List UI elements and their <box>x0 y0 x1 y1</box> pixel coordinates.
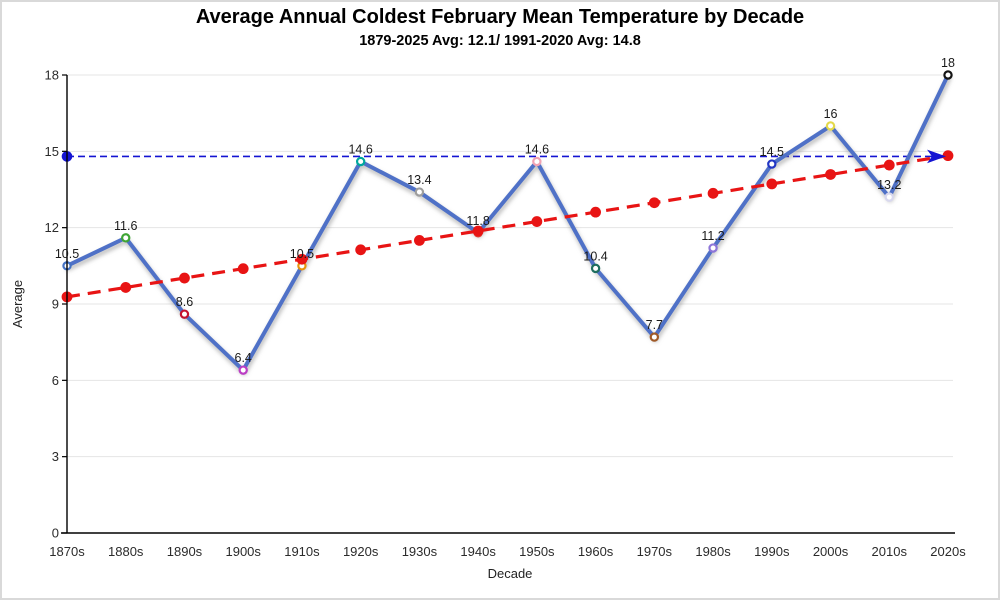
trend-line <box>66 154 949 299</box>
x-tick-label-1910s: 1910s <box>284 544 320 559</box>
data-point-marker-1900s <box>238 365 248 375</box>
trend-dot-1930s <box>414 234 425 246</box>
y-tick-label: 3 <box>52 449 59 464</box>
data-label-2020s: 18 <box>941 56 955 70</box>
data-label-1910s: 10.5 <box>290 247 314 261</box>
data-point-marker-1880s <box>121 233 131 243</box>
plot-area: 0 3 6 9 12 15 18 1870s 1880s 1890s 1900s 1910s 1920s… <box>45 56 967 559</box>
data-point-marker-1980s <box>708 243 718 253</box>
x-tick-label-2020s: 2020s <box>930 544 966 559</box>
data-point-marker-1960s <box>590 263 601 274</box>
data-point-marker-2020s <box>943 70 953 80</box>
trend-dot-1980s <box>707 187 719 199</box>
trend-dot-1940s <box>472 225 484 237</box>
data-label-1950s: 14.6 <box>525 143 549 157</box>
series-decade-average-line <box>65 73 950 373</box>
trend-dot-1970s <box>648 197 660 209</box>
x-tick-label-2000s: 2000s <box>813 544 849 559</box>
y-tick-label: 0 <box>52 526 59 541</box>
data-label-1870s: 10.5 <box>55 247 79 261</box>
x-tick-label-2010s: 2010s <box>872 544 908 559</box>
x-tick-label-1870s: 1870s <box>49 544 85 559</box>
y-tick-label: 9 <box>52 297 59 312</box>
trend-dot-2010s <box>883 159 895 171</box>
trend-dot-2020s <box>942 150 954 162</box>
chart-subtitle: 1879-2025 Avg: 12.1/ 1991-2020 Avg: 14.8 <box>359 33 641 49</box>
trend-dot-1920s <box>355 244 367 256</box>
y-tick-label: 15 <box>45 144 59 159</box>
x-tick-label-1940s: 1940s <box>460 544 496 559</box>
y-tick-label: 12 <box>45 220 59 235</box>
reference-line-arrowhead-icon <box>927 149 946 164</box>
chart-title: Average Annual Coldest February Mean Tem… <box>195 6 805 28</box>
data-point-marker-1950s <box>532 156 542 167</box>
x-tick-label-1900s: 1900s <box>225 544 261 559</box>
x-tick-label-1960s: 1960s <box>578 544 614 559</box>
data-label-1890s: 8.6 <box>176 295 193 309</box>
x-tick-label-1930s: 1930s <box>402 544 438 559</box>
trend-dot-2000s <box>825 169 836 180</box>
data-label-2010s: 13.2 <box>877 178 901 192</box>
trend-dot-1910s <box>296 253 308 265</box>
data-label-1930s: 13.4 <box>407 173 431 187</box>
trend-dot-1880s <box>120 282 132 293</box>
x-tick-label-1990s: 1990s <box>754 544 790 559</box>
trend-dot-1890s <box>179 272 190 284</box>
data-label-1940s: 11.8 <box>466 214 489 228</box>
x-tick-label-1890s: 1890s <box>167 544 203 559</box>
data-label-1880s: 11.6 <box>114 219 137 233</box>
x-tick-label-1980s: 1980s <box>695 544 731 559</box>
x-axis-title: Decade <box>488 566 533 581</box>
y-tick-label: 6 <box>52 373 59 388</box>
trend-dot-1990s <box>766 178 778 190</box>
data-point-marker-1990s <box>767 159 777 169</box>
trend-dot-1900s <box>237 263 249 275</box>
data-point-marker-2010s <box>884 192 894 202</box>
data-label-1990s: 14.5 <box>760 145 784 159</box>
x-tick-label-1950s: 1950s <box>519 544 555 559</box>
data-point-marker-1920s <box>355 156 366 167</box>
data-point-marker-1890s <box>179 309 190 319</box>
data-label-1960s: 10.4 <box>583 249 607 263</box>
x-tick-label-1920s: 1920s <box>343 544 379 559</box>
data-label-1970s: 7.7 <box>646 318 663 332</box>
y-axis-title: Average <box>10 280 25 328</box>
data-label-2000s: 16 <box>824 107 838 121</box>
trend-dot-1950s <box>531 216 543 227</box>
trend-dot-1960s <box>590 206 601 218</box>
x-tick-label-1970s: 1970s <box>637 544 673 559</box>
data-label-1920s: 14.6 <box>348 143 372 157</box>
y-tick-label: 18 <box>45 68 59 83</box>
x-tick-label-1880s: 1880s <box>108 544 144 559</box>
data-label-1980s: 11.2 <box>701 229 724 243</box>
data-label-1900s: 6.4 <box>235 351 252 365</box>
data-point-marker-1970s <box>649 332 660 342</box>
data-point-marker-1930s <box>414 187 425 197</box>
data-point-marker-2000s <box>825 121 836 131</box>
